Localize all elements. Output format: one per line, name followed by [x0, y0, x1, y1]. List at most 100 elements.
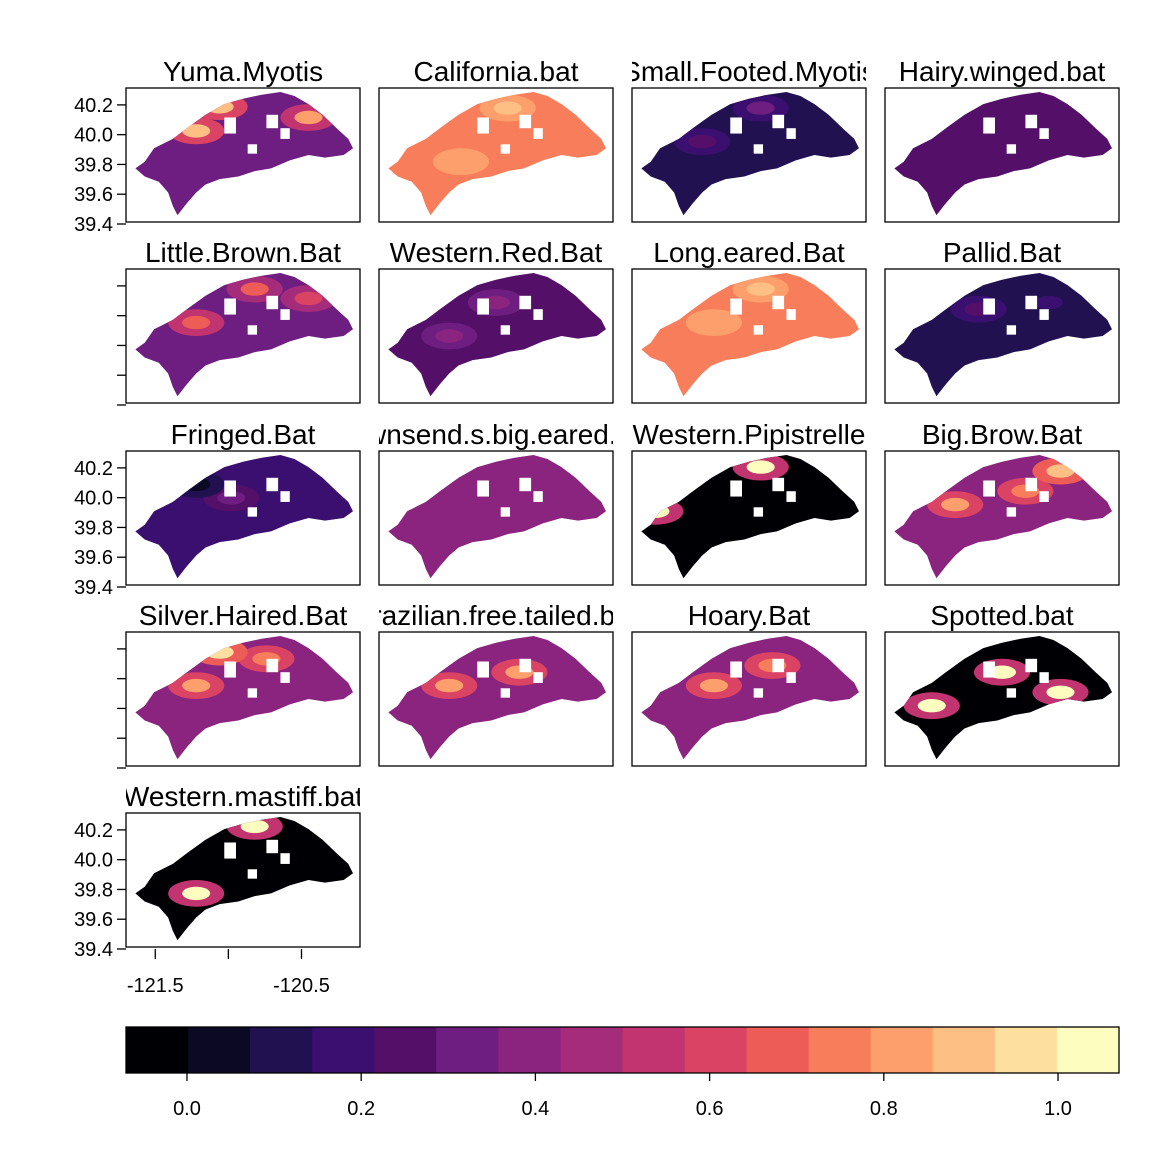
panel-title: Townsend.s.big.eared.bat [336, 419, 655, 450]
panel: California.bat [378, 56, 614, 223]
map-gap [1039, 491, 1049, 502]
y-axis: 40.2 40.0 39.8 39.6 39.4 [74, 95, 126, 236]
map-gap [1006, 144, 1017, 154]
map-gap [224, 117, 236, 134]
y-tick-label: 39.8 [74, 517, 113, 539]
colorbar-swatch [808, 1027, 872, 1073]
y-axis [117, 285, 126, 406]
map-gap [1025, 295, 1038, 310]
map-gap [772, 477, 785, 492]
panel-title: Spotted.bat [930, 600, 1073, 631]
panel-map [894, 636, 1112, 760]
panel-frame [884, 87, 1120, 223]
panel: Big.Brow.Bat [884, 419, 1120, 586]
colorbar-tick-label: 0.0 [173, 1098, 201, 1120]
panel-title: Long.eared.Bat [653, 237, 845, 268]
map-gap [786, 128, 796, 139]
y-tick-label: 40.0 [74, 488, 113, 510]
panel-frame [631, 450, 867, 586]
map-gap [983, 117, 995, 134]
y-tick-label: 39.6 [74, 909, 113, 931]
panel-frame [378, 268, 614, 404]
panel: Hoary.Bat [631, 600, 867, 767]
value-patch [446, 155, 475, 169]
panel-map [135, 636, 353, 760]
panel-frame [631, 87, 867, 223]
panel-map [135, 273, 353, 397]
map-gap [753, 507, 764, 517]
value-patch [182, 886, 211, 901]
map-gap [224, 298, 236, 315]
map-gap [772, 295, 785, 310]
value-patch [294, 291, 323, 306]
colorbar-swatch [498, 1027, 561, 1073]
y-tick-label: 40.2 [74, 458, 113, 480]
map-fill [135, 455, 353, 579]
map-fill [894, 273, 1112, 397]
value-patch [1046, 464, 1075, 478]
value-patch [182, 678, 211, 693]
panel-map [388, 273, 606, 397]
colorbar-swatch [188, 1027, 251, 1073]
panel-map [894, 455, 1112, 579]
y-tick-label: 40.0 [74, 125, 113, 147]
y-tick-label: 39.4 [74, 577, 113, 599]
panel-map [135, 455, 353, 579]
colorbar-swatch [746, 1027, 810, 1073]
value-patch [688, 134, 717, 149]
value-patch [294, 110, 323, 125]
value-patch [641, 497, 684, 525]
map-gap [1025, 114, 1038, 129]
colorbar-frame [125, 1026, 1120, 1074]
map-gap [280, 491, 290, 502]
panel-map [894, 273, 1112, 397]
panel-title: Little.Brown.Bat [145, 237, 341, 268]
y-axis: 40.2 40.0 39.8 39.6 39.4 [74, 820, 126, 961]
map-gap [266, 839, 279, 854]
y-tick-label: 39.6 [74, 184, 113, 206]
y-tick-label: 39.4 [74, 939, 113, 961]
panel: Long.eared.Bat [631, 237, 867, 404]
panel-title: Western.mastiff.bat [123, 781, 363, 812]
panel-map [135, 92, 353, 216]
map-gap [224, 661, 236, 678]
map-fill [894, 455, 1112, 579]
map-gap [772, 658, 785, 673]
colorbar-tick-label: 0.4 [521, 1098, 549, 1120]
value-patch [435, 329, 464, 343]
panel: Spotted.bat [884, 600, 1120, 767]
value-patch [746, 282, 775, 296]
map-gap [730, 117, 742, 134]
map-gap [533, 128, 543, 139]
map-gap [224, 480, 236, 497]
colorbar: 0.0 0.2 0.4 0.6 0.8 1.0 [125, 1026, 1120, 1120]
y-axis [117, 648, 126, 769]
colorbar-tick-label: 1.0 [1044, 1098, 1072, 1120]
map-gap [280, 128, 290, 139]
panel-map [388, 455, 606, 579]
colorbar-swatch [932, 1027, 996, 1073]
map-gap [533, 672, 543, 683]
colorbar-tick-label: 0.2 [347, 1098, 375, 1120]
map-gap [753, 325, 764, 335]
value-patch [205, 100, 234, 114]
value-patch [699, 315, 728, 330]
map-gap [786, 491, 796, 502]
panel-title: Brazilian.free.tailed.bat [354, 600, 639, 631]
map-gap [266, 295, 279, 310]
map-gap [730, 298, 742, 315]
value-patch [182, 477, 211, 492]
map-gap [280, 672, 290, 683]
panel-frame [125, 631, 361, 767]
map-gap [477, 117, 489, 134]
panel-frame [125, 450, 361, 586]
map-gap [1006, 688, 1017, 698]
map-gap [477, 298, 489, 315]
panel-title: Western.Red.Bat [390, 237, 603, 268]
value-patch [135, 826, 164, 840]
value-patch [1034, 295, 1063, 310]
colorbar-tick-label: 0.8 [870, 1098, 898, 1120]
map-gap [247, 325, 258, 335]
panel-title: Small.Footed.Myotis [622, 56, 876, 87]
